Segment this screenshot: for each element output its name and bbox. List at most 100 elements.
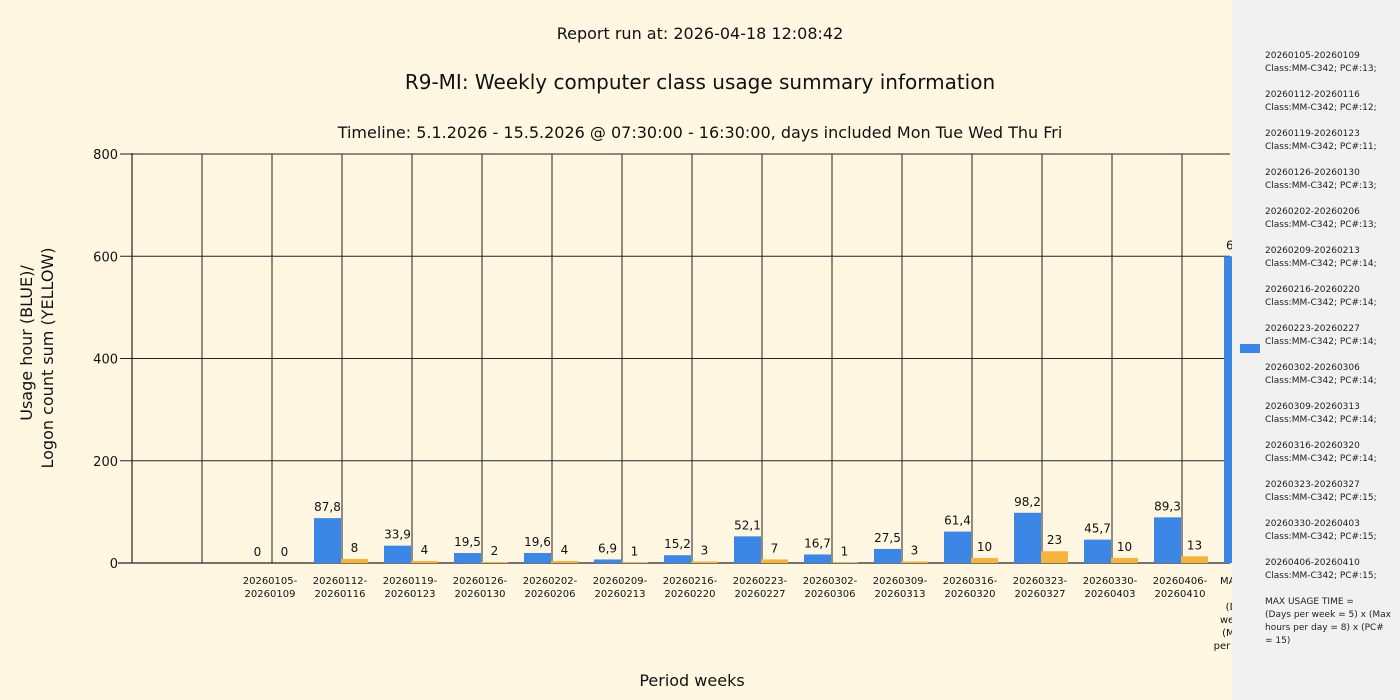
bar-yellow [481, 561, 508, 563]
x-tick-label: 20260202- [523, 576, 578, 587]
legend-entry-line: Class:MM-C342; PC#:13; [1265, 181, 1377, 191]
legend-entry-line: hours per day = 8) x (PC# [1265, 623, 1384, 633]
bar-blue [734, 536, 761, 563]
legend-entry-line: Class:MM-C342; PC#:13; [1265, 220, 1377, 230]
legend-entry: MAX USAGE TIME = (Days per week = 5) x (M… [1265, 596, 1395, 648]
usage-chart: Report run at: 2026-04-18 12:08:42 R9-MI… [17, 24, 1232, 690]
legend-entry-line: (Days per week = 5) x (Max [1265, 610, 1391, 620]
x-tick-label: MAX USAGE [1220, 576, 1232, 587]
legend-entry-line: Class:MM-C342; PC#:12; [1265, 103, 1377, 113]
legend-entry: 20260323-20260327 Class:MM-C342; PC#:15; [1265, 479, 1395, 505]
bar-blue [804, 554, 831, 563]
legend-entry: 20260216-20260220 Class:MM-C342; PC#:14; [1265, 284, 1395, 310]
data-label-blue: 27,5 [874, 531, 901, 545]
legend-entry-line: 20260202-20260206 [1265, 207, 1360, 217]
data-label-blue: 19,5 [454, 535, 481, 549]
data-label-blue: 33,9 [384, 528, 411, 542]
x-tick-label: 20260123 [385, 589, 436, 600]
data-label-yellow: 4 [421, 543, 429, 557]
legend-entry-line: 20260316-20260320 [1265, 441, 1360, 451]
x-tick-label: 20260213 [595, 589, 646, 600]
x-tick-label: 20260130 [455, 589, 506, 600]
x-tick-label: week = 5) x [1220, 615, 1232, 626]
bar-blue [1014, 512, 1041, 563]
legend-entry-line: 20260323-20260327 [1265, 480, 1360, 490]
report-run-time: Report run at: 2026-04-18 12:08:42 [557, 24, 844, 43]
bar-blue [594, 559, 621, 563]
legend-entry: 20260223-20260227 Class:MM-C342; PC#:14; [1265, 323, 1395, 349]
bar-blue [1084, 539, 1111, 563]
legend-entry-line: 20260223-20260227 [1265, 324, 1360, 334]
legend-entry-line: 20260302-20260306 [1265, 363, 1360, 373]
x-tick-label: 20260302- [803, 576, 858, 587]
legend-entry-line: Class:MM-C342; PC#:15; [1265, 571, 1377, 581]
data-label-yellow: 0 [281, 545, 289, 559]
data-label-yellow: 1 [841, 544, 849, 558]
data-label-yellow: 10 [977, 540, 992, 554]
legend-entry-line: Class:MM-C342; PC#:15; [1265, 493, 1377, 503]
bar-yellow [691, 561, 718, 563]
legend-entry-line: 20260216-20260220 [1265, 285, 1360, 295]
legend-entry-line: 20260112-20260116 [1265, 90, 1360, 100]
data-label-blue: 61,4 [944, 514, 971, 528]
data-label-blue: 98,2 [1014, 495, 1041, 509]
data-label-blue: 600 [1226, 238, 1232, 252]
data-label-blue: 6,9 [598, 541, 617, 555]
x-tick-label: 20260410 [1155, 589, 1206, 600]
y-tick-label: 800 [93, 148, 118, 163]
bar-yellow [971, 557, 998, 563]
legend-entry-line: 20260209-20260213 [1265, 246, 1360, 256]
x-tick-label: 20260206 [525, 589, 576, 600]
legend-entry-line: 20260105-20260109 [1265, 51, 1360, 61]
x-tick-label: 20260105- [243, 576, 298, 587]
x-tick-label: 20260209- [593, 576, 648, 587]
bar-yellow [411, 560, 438, 563]
data-label-yellow: 3 [701, 543, 709, 557]
legend-entry-line: Class:MM-C342; PC#:14; [1265, 298, 1377, 308]
data-label-yellow: 3 [911, 543, 919, 557]
bar-blue [664, 555, 691, 563]
y-tick-label: 0 [110, 557, 118, 572]
bar-yellow [761, 559, 788, 563]
bar-yellow [1181, 556, 1208, 563]
data-label-blue: 19,6 [524, 535, 551, 549]
legend-entry: 20260202-20260206 Class:MM-C342; PC#:13; [1265, 206, 1395, 232]
legend-entry-line: 20260406-20260410 [1265, 558, 1360, 568]
x-tick-label: 20260216- [663, 576, 718, 587]
bar-blue [524, 552, 551, 563]
legend-entry: 20260330-20260403 Class:MM-C342; PC#:15; [1265, 518, 1395, 544]
x-tick-label: 20260227 [735, 589, 786, 600]
bar-blue [314, 518, 341, 563]
chart-subtitle: Timeline: 5.1.2026 - 15.5.2026 @ 07:30:0… [337, 123, 1063, 142]
bar-yellow [551, 560, 578, 563]
legend-entry-line: 20260126-20260130 [1265, 168, 1360, 178]
x-tick-label: 20260119- [383, 576, 438, 587]
data-label-yellow: 1 [631, 544, 639, 558]
x-tick-label: 20260223- [733, 576, 788, 587]
data-label-yellow: 7 [771, 541, 779, 555]
legend-entry: 20260126-20260130 Class:MM-C342; PC#:13; [1265, 167, 1395, 193]
bar-yellow [1041, 551, 1068, 563]
x-tick-label: 20260109 [245, 589, 296, 600]
data-label-blue: 15,2 [664, 537, 691, 551]
x-tick-label: 20260309- [873, 576, 928, 587]
legend-entry: 20260316-20260320 Class:MM-C342; PC#:14; [1265, 440, 1395, 466]
x-tick-label: 20260320 [945, 589, 996, 600]
legend-entry-line: MAX USAGE TIME = [1265, 597, 1354, 607]
x-tick-label: 20260316- [943, 576, 998, 587]
x-tick-label: 20260406- [1153, 576, 1208, 587]
legend-entry: 20260105-20260109 Class:MM-C342; PC#:13; [1265, 50, 1395, 76]
bar-yellow [341, 558, 368, 563]
legend-entry-line: Class:MM-C342; PC#:14; [1265, 415, 1377, 425]
x-tick-label: per day = 8)... [1214, 641, 1232, 652]
x-tick-label: 20260116 [315, 589, 366, 600]
x-tick-label: (Days per [1226, 602, 1232, 613]
plot-area: 0 200 400 600 800 0 0 20260105- 20260109 87,8 8 202… [93, 148, 1232, 652]
y-axis-label-line1: Usage hour (BLUE)/ [17, 265, 36, 421]
data-label-blue: 89,3 [1154, 499, 1181, 513]
legend-entry-line: Class:MM-C342; PC#:14; [1265, 337, 1377, 347]
data-label-yellow: 10 [1117, 540, 1132, 554]
legend-entry-line: 20260330-20260403 [1265, 519, 1360, 529]
legend-swatch-blue [1240, 344, 1260, 353]
data-label-yellow: 23 [1047, 533, 1062, 547]
